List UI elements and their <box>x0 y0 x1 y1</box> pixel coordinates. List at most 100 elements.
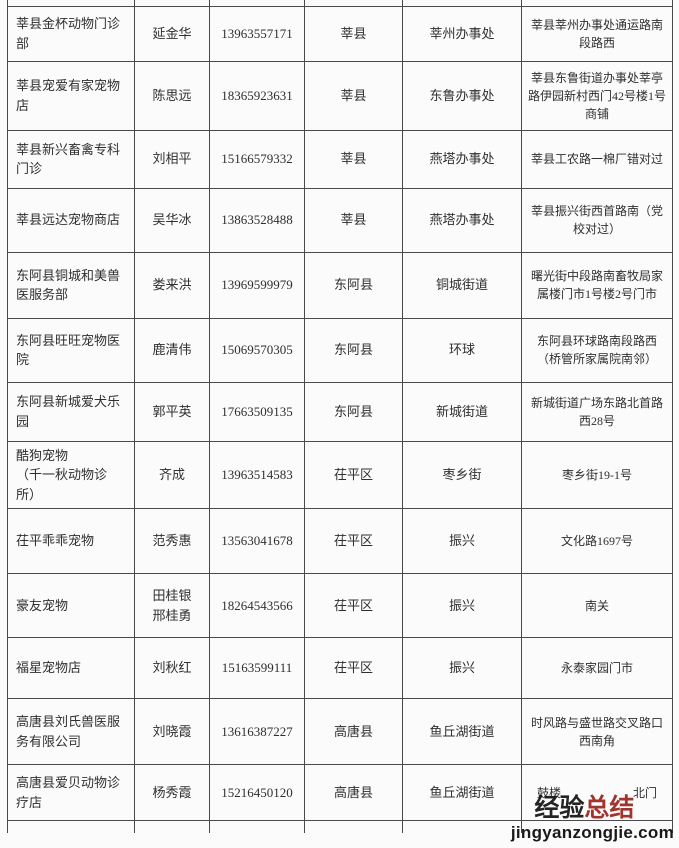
district-cell: 铜城街道 <box>402 251 522 319</box>
address-cell: 莘县莘州办事处通运路南段路西 <box>521 5 673 62</box>
clinic-name-cell: 莘县远达宠物商店 <box>7 187 135 253</box>
phone-number-cell: 13963557171 <box>209 5 305 62</box>
county-cell: 茌平区 <box>304 637 403 699</box>
phone-number-cell: 18365923631 <box>209 60 305 131</box>
county-cell: 莘县 <box>304 129 403 189</box>
phone-number-cell: 15166579332 <box>209 129 305 189</box>
phone-number-cell: 13616387227 <box>209 698 305 765</box>
address-cell: 东阿县环球路南段路西（桥管所家属院南邻） <box>521 317 673 383</box>
contact-name-cell: 刘晓霞 <box>134 698 210 765</box>
clinic-name-cell: 莘县宠爱有家宠物店 <box>7 60 135 131</box>
address-cell: 文化路1697号 <box>521 508 673 574</box>
contact-name-cell: 娄来洪 <box>134 251 210 319</box>
address-cell: 莘县振兴街西首路南（党校对过） <box>521 187 673 253</box>
clinic-name-cell: 高唐县刘氏兽医服务有限公司 <box>7 698 135 765</box>
address-cell: 新城街道广场东路北首路西28号 <box>521 381 673 442</box>
empty-cell <box>134 820 210 833</box>
contact-name-cell: 陈思远 <box>134 60 210 131</box>
table-body: 莘县金杯动物门诊部 延金华 13963557171 莘县 莘州办事处 莘县莘州办… <box>7 0 673 833</box>
district-cell: 振兴 <box>402 573 522 638</box>
address-cell: 莘县东鲁街道办事处莘亭路伊园新村西门42号楼1号商铺 <box>521 60 673 131</box>
empty-cell <box>209 820 305 833</box>
contact-name-cell: 齐成 <box>134 440 210 509</box>
address-cell: 莘县工农路一棉厂错对过 <box>521 129 673 189</box>
phone-number-cell: 13969599979 <box>209 251 305 319</box>
clinic-name-cell: 东阿县旺旺宠物医院 <box>7 317 135 383</box>
district-cell: 燕塔办事处 <box>402 187 522 253</box>
contact-name-cell: 范秀惠 <box>134 508 210 574</box>
empty-cell <box>304 820 403 833</box>
clinic-name-cell: 东阿县铜城和美兽医服务部 <box>7 251 135 319</box>
contact-name-cell: 郭平英 <box>134 381 210 442</box>
address-cell: 永泰家园门市 <box>521 637 673 699</box>
county-cell: 高唐县 <box>304 698 403 765</box>
phone-number-cell: 15163599111 <box>209 637 305 699</box>
phone-number-cell: 17663509135 <box>209 381 305 442</box>
county-cell: 茌平区 <box>304 508 403 574</box>
contact-name-cell: 延金华 <box>134 5 210 62</box>
table-row: 莘县远达宠物商店 吴华冰 13863528488 莘县 燕塔办事处 莘县振兴街西… <box>7 187 673 253</box>
contact-name-cell: 杨秀霞 <box>134 764 210 821</box>
district-cell: 枣乡街 <box>402 440 522 509</box>
phone-number-cell: 13963514583 <box>209 440 305 509</box>
table-row: 酷狗宠物 （千一秋动物诊所） 齐成 13963514583 茌平区 枣乡街 枣乡… <box>7 440 673 509</box>
clinic-name-cell: 豪友宠物 <box>7 573 135 638</box>
district-cell: 环球 <box>402 317 522 383</box>
district-cell: 东鲁办事处 <box>402 60 522 131</box>
county-cell: 东阿县 <box>304 317 403 383</box>
county-cell: 茌平区 <box>304 573 403 638</box>
empty-cell <box>402 820 522 833</box>
district-cell: 振兴 <box>402 637 522 699</box>
contact-name-cell: 刘秋红 <box>134 637 210 699</box>
empty-cell <box>521 820 673 833</box>
address-cell: 南关 <box>521 573 673 638</box>
table-row: 东阿县旺旺宠物医院 鹿清伟 15069570305 东阿县 环球 东阿县环球路南… <box>7 317 673 383</box>
table-row: 福星宠物店 刘秋红 15163599111 茌平区 振兴 永泰家园门市 <box>7 637 673 699</box>
county-cell: 莘县 <box>304 5 403 62</box>
table-row: 茌平乖乖宠物 范秀惠 13563041678 茌平区 振兴 文化路1697号 <box>7 508 673 574</box>
district-cell: 莘州办事处 <box>402 5 522 62</box>
table-row: 豪友宠物 田桂银 邢桂勇 18264543566 茌平区 振兴 南关 <box>7 573 673 638</box>
table-row: 高唐县爱贝动物诊疗店 杨秀霞 15216450120 高唐县 鱼丘湖街道 鼓楼 … <box>7 764 673 821</box>
contact-name-cell: 刘相平 <box>134 129 210 189</box>
county-cell: 莘县 <box>304 187 403 253</box>
clinic-name-cell: 高唐县爱贝动物诊疗店 <box>7 764 135 821</box>
district-cell: 燕塔办事处 <box>402 129 522 189</box>
cutoff-row-bottom <box>7 820 673 833</box>
table-row: 莘县宠爱有家宠物店 陈思远 18365923631 莘县 东鲁办事处 莘县东鲁街… <box>7 60 673 131</box>
table-row: 莘县金杯动物门诊部 延金华 13963557171 莘县 莘州办事处 莘县莘州办… <box>7 5 673 62</box>
address-cell: 鼓楼 北门 <box>521 764 673 821</box>
county-cell: 高唐县 <box>304 764 403 821</box>
clinic-name-cell: 莘县金杯动物门诊部 <box>7 5 135 62</box>
address-cell: 时风路与盛世路交叉路口西南角 <box>521 698 673 765</box>
empty-cell <box>7 820 135 833</box>
phone-number-cell: 13863528488 <box>209 187 305 253</box>
district-cell: 振兴 <box>402 508 522 574</box>
contact-name-cell: 田桂银 邢桂勇 <box>134 573 210 638</box>
contact-name-cell: 鹿清伟 <box>134 317 210 383</box>
pet-clinics-table: 莘县金杯动物门诊部 延金华 13963557171 莘县 莘州办事处 莘县莘州办… <box>7 0 673 833</box>
clinic-name-cell: 福星宠物店 <box>7 637 135 699</box>
phone-number-cell: 18264543566 <box>209 573 305 638</box>
contact-name-cell: 吴华冰 <box>134 187 210 253</box>
phone-number-cell: 15069570305 <box>209 317 305 383</box>
address-cell: 枣乡街19-1号 <box>521 440 673 509</box>
clinic-name-cell: 酷狗宠物 （千一秋动物诊所） <box>7 440 135 509</box>
table-row: 高唐县刘氏兽医服务有限公司 刘晓霞 13616387227 高唐县 鱼丘湖街道 … <box>7 698 673 765</box>
county-cell: 东阿县 <box>304 381 403 442</box>
county-cell: 东阿县 <box>304 251 403 319</box>
phone-number-cell: 13563041678 <box>209 508 305 574</box>
district-cell: 鱼丘湖街道 <box>402 698 522 765</box>
district-cell: 新城街道 <box>402 381 522 442</box>
county-cell: 莘县 <box>304 60 403 131</box>
clinic-name-cell: 茌平乖乖宠物 <box>7 508 135 574</box>
clinic-name-cell: 东阿县新城爱犬乐园 <box>7 381 135 442</box>
table-row: 莘县新兴畜禽专科门诊 刘相平 15166579332 莘县 燕塔办事处 莘县工农… <box>7 129 673 189</box>
county-cell: 茌平区 <box>304 440 403 509</box>
phone-number-cell: 15216450120 <box>209 764 305 821</box>
table-row: 东阿县新城爱犬乐园 郭平英 17663509135 东阿县 新城街道 新城街道广… <box>7 381 673 442</box>
clinic-name-cell: 莘县新兴畜禽专科门诊 <box>7 129 135 189</box>
table-row: 东阿县铜城和美兽医服务部 娄来洪 13969599979 东阿县 铜城街道 曙光… <box>7 251 673 319</box>
district-cell: 鱼丘湖街道 <box>402 764 522 821</box>
